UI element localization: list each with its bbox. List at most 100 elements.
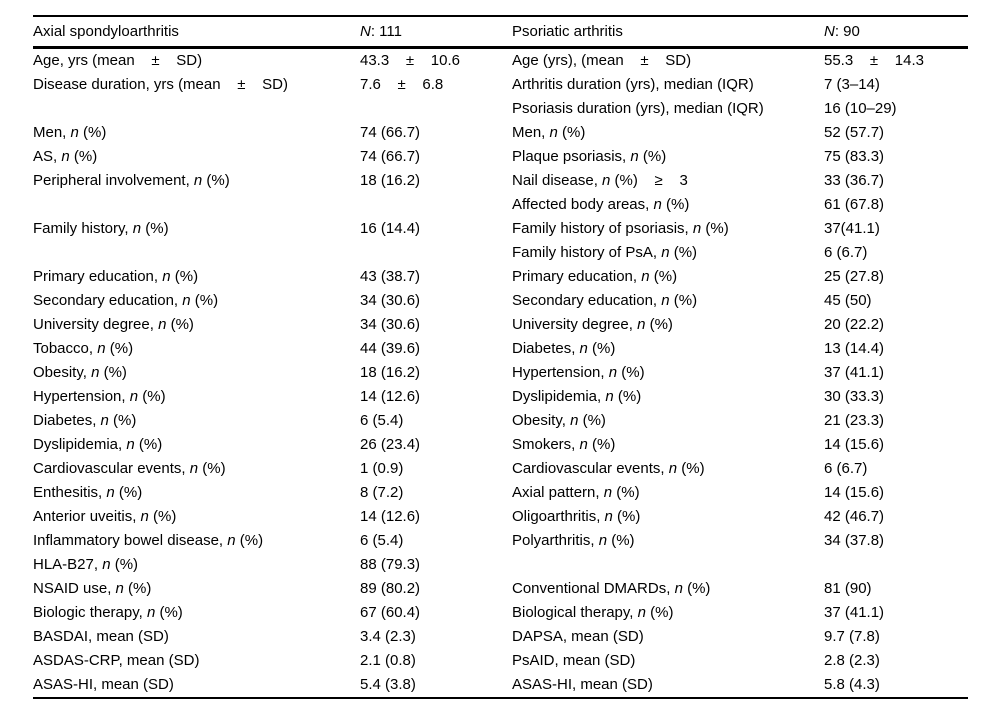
row-value-right: 55.3 ± 14.3 (824, 51, 924, 69)
row-label-left: Age, yrs (mean ± SD) (33, 51, 203, 69)
row-label-left: University degree, n (%) (33, 315, 194, 333)
row-label-right: Family history of psoriasis, n (%) (512, 219, 729, 237)
row-value-left: 43.3 ± 10.6 (360, 51, 460, 69)
row-label-right: Secondary education, n (%) (512, 291, 698, 309)
row-value-right: 6 (6.7) (824, 243, 868, 261)
row-value-left: 14 (12.6) (360, 507, 421, 525)
row-label-left: Diabetes, n (%) (33, 411, 137, 429)
row-value-right: 61 (67.8) (824, 195, 885, 213)
row-label-right: Cardiovascular events, n (%) (512, 459, 705, 477)
row-value-left: 18 (16.2) (360, 171, 421, 189)
row-value-left: 16 (14.4) (360, 219, 421, 237)
row-value-right: 13 (14.4) (824, 339, 885, 357)
row-label-left: Obesity, n (%) (33, 363, 127, 381)
row-label-right: Axial pattern, n (%) (512, 483, 640, 501)
row-value-right: 81 (90) (824, 579, 872, 597)
row-label-right: University degree, n (%) (512, 315, 673, 333)
row-value-right: 52 (57.7) (824, 123, 885, 141)
row-label-left: Enthesitis, n (%) (33, 483, 143, 501)
row-label-right: Oligoarthritis, n (%) (512, 507, 641, 525)
row-label-right: Biological therapy, n (%) (512, 603, 674, 621)
row-value-right: 25 (27.8) (824, 267, 885, 285)
row-label-right: PsAID, mean (SD) (512, 651, 636, 669)
row-value-right: 34 (37.8) (824, 531, 885, 549)
row-value-right (824, 553, 968, 577)
row-value-left (360, 97, 512, 121)
row-label-left: HLA-B27, n (%) (33, 555, 139, 573)
row-label-left: BASDAI, mean (SD) (33, 627, 169, 645)
row-label-left: Family history, n (%) (33, 219, 169, 237)
row-value-right: 7 (3–14) (824, 75, 880, 93)
row-value-right: 37 (41.1) (824, 603, 885, 621)
row-value-right: 37 (41.1) (824, 363, 885, 381)
row-label-right: Family history of PsA, n (%) (512, 243, 698, 261)
row-label-right: Diabetes, n (%) (512, 339, 616, 357)
row-label-right: Smokers, n (%) (512, 435, 616, 453)
row-value-left: 74 (66.7) (360, 123, 421, 141)
row-label-left: Tobacco, n (%) (33, 339, 134, 357)
row-value-right: 42 (46.7) (824, 507, 885, 525)
row-value-left: 88 (79.3) (360, 555, 421, 573)
table-bottom-rule (33, 696, 968, 699)
row-label-left (33, 193, 360, 217)
row-label-right: Hypertension, n (%) (512, 363, 645, 381)
row-value-left: 8 (7.2) (360, 483, 404, 501)
row-label-right: Arthritis duration (yrs), median (IQR) (512, 75, 754, 93)
row-label-right: Conventional DMARDs, n (%) (512, 579, 711, 597)
column-header-axial-spondyloarthritis: Axial spondyloarthritis (33, 23, 179, 40)
row-value-right: 21 (23.3) (824, 411, 885, 429)
row-label-left: Primary education, n (%) (33, 267, 199, 285)
row-label-right: Age (yrs), (mean ± SD) (512, 51, 692, 69)
row-value-right: 37(41.1) (824, 219, 880, 237)
row-value-right: 45 (50) (824, 291, 872, 309)
row-label-right: Polyarthritis, n (%) (512, 531, 635, 549)
row-label-right: DAPSA, mean (SD) (512, 627, 644, 645)
row-label-left: ASDAS-CRP, mean (SD) (33, 651, 200, 669)
row-value-left: 7.6 ± 6.8 (360, 75, 444, 93)
row-value-left: 6 (5.4) (360, 411, 404, 429)
row-value-left: 34 (30.6) (360, 315, 421, 333)
row-value-left: 5.4 (3.8) (360, 675, 416, 693)
row-label-left: Inflammatory bowel disease, n (%) (33, 531, 264, 549)
row-label-left: Cardiovascular events, n (%) (33, 459, 226, 477)
row-label-left: Peripheral involvement, n (%) (33, 171, 230, 189)
row-label-right: ASAS-HI, mean (SD) (512, 675, 653, 693)
row-value-right: 14 (15.6) (824, 435, 885, 453)
row-label-right: Dyslipidemia, n (%) (512, 387, 642, 405)
row-value-right: 33 (36.7) (824, 171, 885, 189)
baseline-characteristics-table: Axial spondyloarthritis N: 111 Psoriatic… (33, 15, 968, 699)
row-value-left: 43 (38.7) (360, 267, 421, 285)
row-label-right: Plaque psoriasis, n (%) (512, 147, 667, 165)
row-label-left (33, 97, 360, 121)
row-value-right: 14 (15.6) (824, 483, 885, 501)
table-header-row: Axial spondyloarthritis N: 111 Psoriatic… (33, 17, 968, 46)
row-value-right: 6 (6.7) (824, 459, 868, 477)
row-label-right: Primary education, n (%) (512, 267, 678, 285)
row-value-left: 34 (30.6) (360, 291, 421, 309)
row-value-right: 9.7 (7.8) (824, 627, 880, 645)
row-label-right (512, 553, 824, 577)
row-label-left: Men, n (%) (33, 123, 107, 141)
row-value-left: 6 (5.4) (360, 531, 404, 549)
column-header-psoriatic-arthritis: Psoriatic arthritis (512, 23, 623, 40)
column-header-axspa-n: N: 111 (360, 23, 402, 40)
row-value-right: 2.8 (2.3) (824, 651, 880, 669)
row-value-left: 67 (60.4) (360, 603, 421, 621)
row-value-left: 89 (80.2) (360, 579, 421, 597)
row-value-left: 18 (16.2) (360, 363, 421, 381)
row-value-left: 1 (0.9) (360, 459, 404, 477)
header-divider-rule (33, 46, 968, 49)
row-label-left: Secondary education, n (%) (33, 291, 219, 309)
row-value-left: 14 (12.6) (360, 387, 421, 405)
row-label-right: Men, n (%) (512, 123, 586, 141)
row-value-left (360, 193, 512, 217)
row-label-left (33, 241, 360, 265)
row-value-left: 74 (66.7) (360, 147, 421, 165)
row-label-right: Nail disease, n (%) ≥ 3 (512, 171, 688, 189)
row-label-right: Affected body areas, n (%) (512, 195, 690, 213)
row-value-left: 44 (39.6) (360, 339, 421, 357)
row-value-right: 75 (83.3) (824, 147, 885, 165)
row-label-left: NSAID use, n (%) (33, 579, 152, 597)
row-value-left: 2.1 (0.8) (360, 651, 416, 669)
column-header-psa-n: N: 90 (824, 23, 860, 40)
